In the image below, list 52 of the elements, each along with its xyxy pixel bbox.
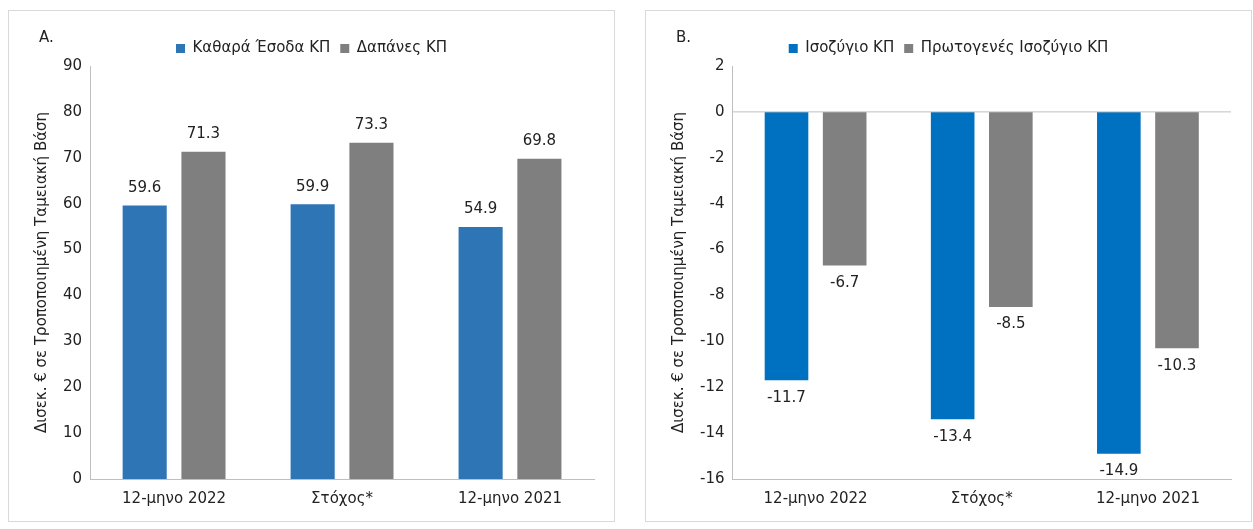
y-tick-label: -12 bbox=[700, 377, 725, 396]
data-label: 69.8 bbox=[522, 131, 557, 150]
legend-label: Ισοζύγιο ΚΠ bbox=[805, 38, 895, 57]
data-label: 54.9 bbox=[463, 199, 498, 218]
bar bbox=[517, 158, 562, 479]
y-tick-label: -6 bbox=[709, 239, 725, 258]
data-label: 59.6 bbox=[127, 177, 162, 196]
y-axis-title: Δισεκ. € σε Τροποποιημένη Ταμειακή Βάση bbox=[31, 111, 50, 434]
data-label: -6.7 bbox=[830, 273, 860, 292]
y-tick-label: -4 bbox=[709, 193, 725, 212]
bar bbox=[290, 204, 335, 479]
x-tick-label: 12-μηνο 2021 bbox=[1095, 488, 1200, 507]
y-tick-label: 2 bbox=[714, 55, 725, 74]
bar bbox=[458, 227, 503, 479]
y-tick-label: 10 bbox=[62, 423, 83, 441]
y-tick-label: 90 bbox=[62, 55, 83, 74]
y-tick-label: 80 bbox=[62, 101, 83, 120]
data-label: -11.7 bbox=[767, 387, 806, 406]
y-tick-label: -16 bbox=[700, 468, 725, 487]
legend-label: Δαπάνες ΚΠ bbox=[356, 38, 448, 57]
data-label: -8.5 bbox=[996, 314, 1026, 333]
legend-label: Καθαρά Έσοδα ΚΠ bbox=[192, 38, 331, 57]
data-label: 71.3 bbox=[186, 124, 221, 143]
y-tick-label: -2 bbox=[709, 147, 725, 166]
y-tick-label: -8 bbox=[709, 285, 725, 304]
y-tick-label: 30 bbox=[62, 331, 83, 350]
y-axis-title: Δισεκ. € σε Τροποποιημένη Ταμειακή Βάση bbox=[668, 111, 687, 434]
data-label: 73.3 bbox=[354, 115, 389, 134]
chart-title: B. bbox=[676, 28, 692, 47]
y-tick-label: 0 bbox=[72, 468, 83, 487]
y-tick-label: 20 bbox=[62, 377, 83, 396]
y-tick-label: 60 bbox=[62, 193, 83, 212]
x-tick-label: 12-μηνο 2021 bbox=[457, 488, 563, 507]
y-tick-label: -14 bbox=[700, 423, 725, 441]
data-label: -13.4 bbox=[933, 426, 973, 445]
x-tick-label: Στόχος* bbox=[311, 488, 374, 507]
y-tick-label: 40 bbox=[62, 285, 83, 304]
y-tick-label: 50 bbox=[62, 239, 83, 258]
data-label: -10.3 bbox=[1157, 355, 1197, 374]
data-label: 59.9 bbox=[295, 176, 330, 195]
bar bbox=[122, 205, 167, 479]
x-tick-label: 12-μηνο 2022 bbox=[763, 488, 868, 507]
x-tick-label: 12-μηνο 2022 bbox=[122, 488, 227, 507]
chart-title: A. bbox=[39, 28, 54, 47]
legend-label: Πρωτογενές Ισοζύγιο ΚΠ bbox=[920, 38, 1109, 57]
bar bbox=[349, 142, 394, 479]
y-tick-label: -10 bbox=[700, 331, 725, 350]
x-tick-label: Στόχος* bbox=[950, 488, 1014, 507]
bar bbox=[181, 151, 226, 479]
y-tick-label: 70 bbox=[62, 147, 83, 166]
y-tick-label: 0 bbox=[714, 101, 725, 120]
data-label: -14.9 bbox=[1099, 461, 1139, 480]
